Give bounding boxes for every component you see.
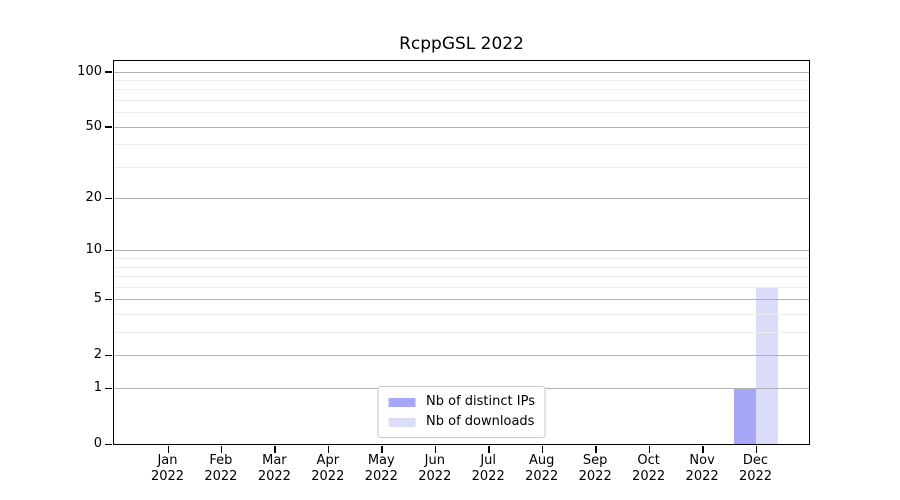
bar-nb-of-downloads-dec-2022 [755, 286, 778, 444]
legend-item-downloads: Nb of downloads [388, 414, 535, 430]
chart-title: RcppGSL 2022 [399, 34, 524, 54]
x-axis-label-4: May 2022 [364, 453, 398, 484]
gridline-minor-80 [114, 89, 809, 91]
x-axis-tick-1 [220, 446, 223, 453]
x-axis-tick-7 [541, 446, 544, 453]
gridline-minor-60 [114, 112, 809, 114]
x-axis-label-10: Nov 2022 [685, 453, 719, 484]
gridline-minor-70 [114, 99, 809, 101]
legend-label-downloads: Nb of downloads [426, 414, 535, 429]
gridline-minor-3 [114, 332, 809, 334]
y-axis-label-1: 1 [93, 380, 102, 396]
gridline-minor-7 [114, 276, 809, 278]
x-axis-label-9: Oct 2022 [632, 453, 666, 484]
x-axis-label-8: Sep 2022 [578, 453, 612, 484]
y-axis-label-5: 5 [93, 291, 102, 307]
x-axis-tick-0 [167, 446, 169, 453]
gridline-minor-4 [114, 314, 809, 316]
y-axis-label-0: 0 [93, 436, 102, 451]
gridline-minor-8 [114, 266, 809, 268]
y-axis-tick-10 [105, 249, 112, 252]
x-axis-label-6: Jul 2022 [471, 453, 505, 484]
legend: Nb of distinct IPs Nb of downloads [377, 386, 546, 438]
x-axis-tick-4 [381, 446, 383, 453]
gridline-major-50 [114, 126, 809, 128]
x-axis-tick-8 [595, 446, 597, 453]
legend-swatch-downloads [388, 417, 416, 427]
x-axis-tick-5 [434, 446, 437, 453]
bar-nb-of-distinct-ips-dec-2022 [733, 388, 756, 444]
x-axis-tick-6 [488, 446, 490, 453]
gridline-major-10 [114, 250, 809, 252]
gridline-minor-6 [114, 286, 809, 288]
gridline-major-20 [114, 198, 809, 200]
x-axis-label-7: Aug 2022 [525, 453, 559, 484]
x-axis-tick-2 [274, 446, 276, 453]
x-axis-label-3: Apr 2022 [311, 453, 345, 484]
y-axis-tick-5 [105, 298, 112, 301]
y-axis-tick-0 [105, 443, 112, 445]
gridline-major-5 [114, 299, 809, 301]
y-axis-tick-20 [105, 197, 112, 200]
legend-swatch-distinct-ips [388, 397, 416, 407]
x-axis-tick-9 [648, 446, 651, 453]
x-axis-label-0: Jan 2022 [150, 453, 185, 484]
x-axis-label-5: Jun 2022 [418, 453, 452, 484]
gridline-minor-30 [114, 166, 809, 168]
x-axis-label-2: Mar 2022 [257, 453, 291, 484]
y-axis-tick-2 [105, 354, 112, 357]
legend-item-distinct-ips: Nb of distinct IPs [388, 394, 535, 410]
gridline-minor-90 [114, 79, 809, 81]
plot-area: Nb of distinct IPs Nb of downloads [105, 60, 810, 453]
x-axis-label-1: Feb 2022 [204, 453, 238, 484]
x-axis-tick-10 [702, 446, 704, 453]
x-axis-tick-11 [755, 446, 757, 453]
y-axis-label-2: 2 [93, 347, 102, 363]
legend-label-distinct-ips: Nb of distinct IPs [426, 394, 535, 409]
x-axis-label-11: Dec 2022 [738, 453, 773, 484]
y-axis-tick-100 [105, 71, 112, 73]
x-axis-tick-3 [327, 446, 330, 453]
gridline-major-2 [114, 355, 809, 357]
gridline-minor-40 [114, 144, 809, 146]
y-axis-tick-50 [105, 126, 112, 128]
gridline-minor-9 [114, 258, 809, 260]
y-axis-tick-1 [105, 387, 112, 390]
gridline-major-100 [114, 71, 809, 73]
y-axis-label-10: 10 [85, 242, 102, 258]
y-axis-label-100: 100 [77, 63, 102, 79]
y-axis-label-20: 20 [85, 190, 102, 206]
y-axis-label-50: 50 [85, 118, 102, 134]
